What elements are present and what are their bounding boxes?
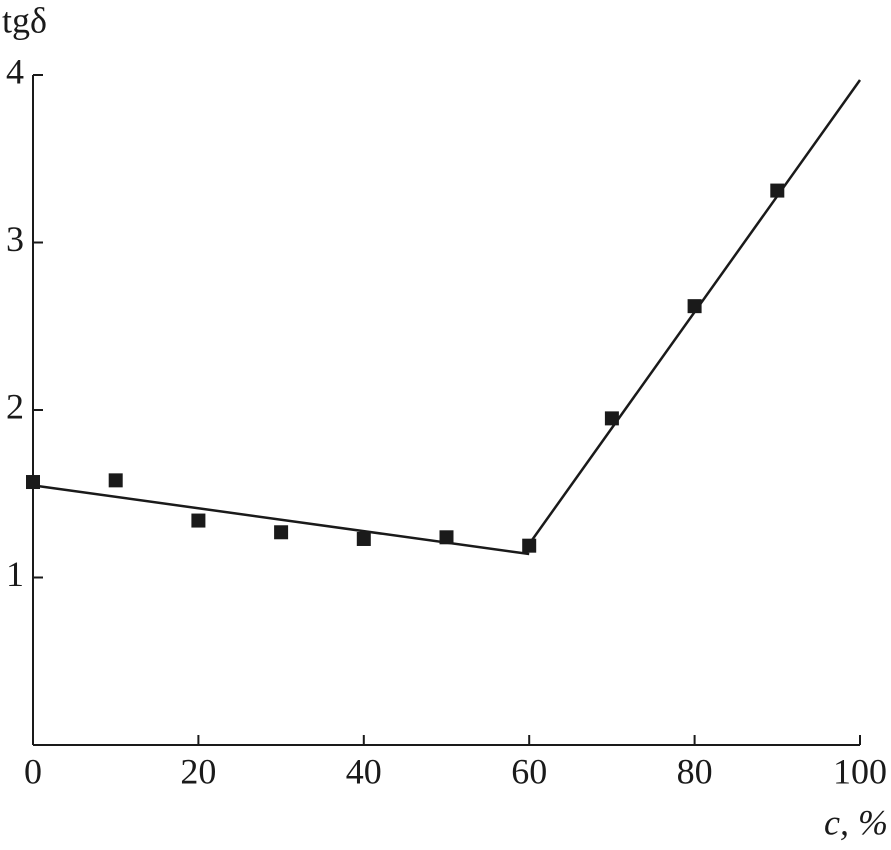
x-tick-label: 20	[180, 751, 216, 791]
data-point	[604, 411, 619, 426]
data-point	[108, 473, 123, 488]
data-point	[191, 513, 206, 528]
data-point	[356, 531, 371, 546]
y-axis-label: tgδ	[2, 0, 47, 40]
y-tick-label: 1	[6, 554, 24, 594]
x-tick-label: 40	[346, 751, 382, 791]
data-point	[274, 525, 289, 540]
y-tick-label: 2	[6, 386, 24, 426]
y-tick-label: 3	[6, 219, 24, 259]
data-point	[770, 183, 785, 198]
data-point	[522, 538, 537, 553]
x-axis-label: c, %	[824, 802, 888, 842]
fit-line	[32, 484, 530, 556]
x-tick-label: 80	[677, 751, 713, 791]
data-point	[687, 299, 702, 314]
y-tick-label: 4	[6, 51, 24, 91]
x-tick-label: 100	[833, 751, 887, 791]
data-point	[26, 475, 40, 490]
x-tick-label: 60	[511, 751, 547, 791]
data-point	[439, 530, 454, 545]
x-tick-label: 0	[24, 751, 42, 791]
